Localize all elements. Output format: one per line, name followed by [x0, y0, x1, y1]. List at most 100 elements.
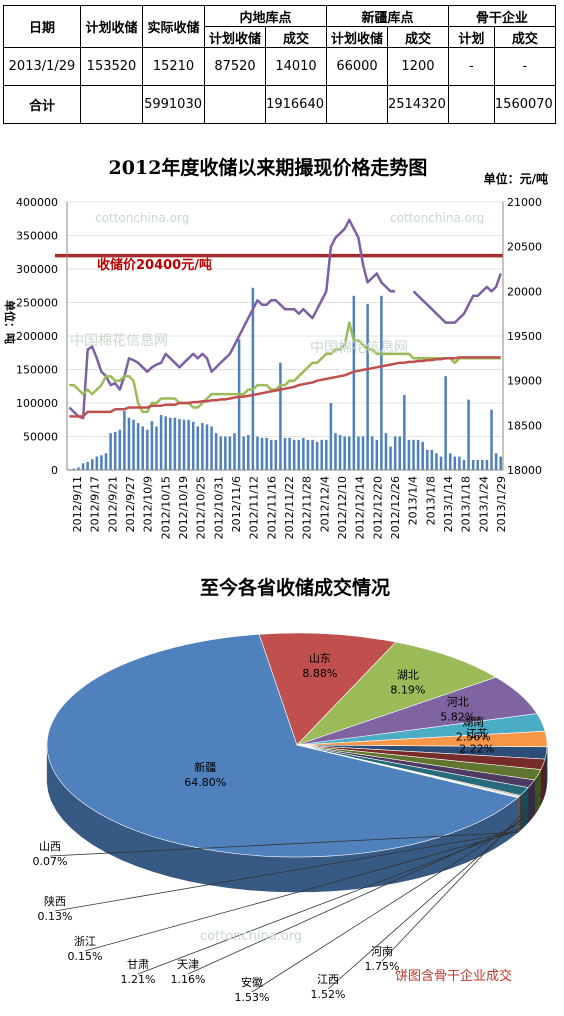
- volume-bar: [251, 287, 255, 470]
- x-tick-label: 2013/1/24: [477, 476, 490, 532]
- x-tick-label: 2012/10/9: [142, 476, 155, 532]
- volume-bar: [370, 436, 374, 470]
- pie-label: 安徽: [241, 975, 263, 989]
- pie-pct: 1.53%: [235, 991, 270, 1004]
- x-tick-label: 2012/9/11: [71, 476, 84, 532]
- table-cell: [326, 85, 388, 124]
- volume-bar: [444, 376, 447, 470]
- subheader-key-plan: 计划: [447, 26, 495, 48]
- pie-labels: 新疆 64.80% 山东 8.88% 湖北 8.19% 河北 5.82%湖南 2.56%江苏 2.…: [33, 652, 547, 1004]
- pie-pct: 1.21%: [121, 973, 156, 986]
- pie-label: 河南: [371, 945, 393, 958]
- pie-pct: 2.56%: [456, 731, 491, 744]
- volume-bar: [476, 459, 480, 470]
- header-plan: 计划收储: [80, 5, 143, 48]
- volume-bar: [288, 437, 291, 470]
- pie-note: 饼图含骨干企业成交: [395, 968, 512, 984]
- x-tick-label: 2012/10/15: [159, 476, 172, 539]
- volume-bar: [214, 433, 218, 470]
- y-tick-label: 0: [51, 464, 58, 477]
- volume-bar: [265, 437, 268, 470]
- leader-line: [327, 799, 544, 990]
- volume-bar: [228, 436, 232, 470]
- leader-line: [251, 809, 539, 993]
- volume-bar: [471, 459, 475, 470]
- volume-bar: [104, 453, 108, 470]
- subheader-xinjiang-plan: 计划收储: [326, 26, 388, 48]
- pie-pct: 5.82%: [440, 711, 475, 724]
- subheader-key-deal: 成交: [493, 26, 556, 48]
- volume-bar: [210, 426, 213, 470]
- pie-label: 山西: [39, 840, 61, 853]
- y2-tick-label: 20000: [507, 285, 542, 298]
- volume-bar: [306, 439, 310, 470]
- pie-slice: [296, 641, 497, 746]
- pie-label: 天津: [177, 958, 199, 971]
- subheader-inland-deal: 成交: [265, 26, 327, 48]
- table-cell: 153520: [80, 47, 143, 86]
- volume-bar: [260, 437, 264, 470]
- volume-bar: [490, 409, 493, 470]
- x-tick-label: 2012/9/17: [89, 476, 102, 532]
- y-tick-label: 50000: [23, 431, 58, 444]
- table-cell: 14010: [265, 47, 327, 86]
- pie-label: 江苏: [466, 728, 488, 741]
- y2-tick-label: 21000: [507, 196, 542, 209]
- x-tick-label: 2013/1/4: [407, 476, 420, 525]
- volume-bar: [242, 436, 245, 470]
- pie-pct: 1.75%: [365, 960, 400, 973]
- volume-bar: [347, 436, 351, 470]
- volume-bar: [72, 468, 76, 470]
- volume-bar: [274, 439, 278, 470]
- volume-bar: [416, 439, 420, 470]
- volume-bar: [187, 419, 190, 470]
- volume-bar: [269, 439, 273, 470]
- y-tick-label: 350000: [16, 230, 58, 243]
- volume-bar: [86, 461, 89, 470]
- volume-bar: [90, 459, 94, 470]
- volume-bar: [77, 467, 80, 470]
- watermark-text: cottonchina.org: [390, 211, 484, 225]
- y2-tick-label: 18500: [507, 419, 542, 432]
- pie-pct: 8.88%: [302, 667, 337, 680]
- pie-pct: 0.15%: [68, 950, 103, 963]
- x-tick-label: 2012/11/12: [248, 476, 261, 539]
- volume-bar: [297, 439, 301, 470]
- table-cell: 1560070: [493, 85, 556, 124]
- x-tick-label: 2012/12/20: [371, 476, 384, 539]
- pie-slice: [46, 633, 519, 858]
- x-tick-label: 2012/9/27: [124, 476, 137, 532]
- x-tick-label: 2012/10/25: [195, 476, 208, 539]
- pie-label: 新疆: [194, 760, 216, 774]
- volume-bar: [100, 455, 103, 470]
- volume-bar: [435, 453, 438, 470]
- x-tick-label: 2012/11/28: [301, 476, 314, 539]
- pie-label: 陕西: [44, 894, 66, 908]
- pie-label: 湖北: [397, 668, 419, 681]
- volume-bar: [412, 439, 415, 470]
- leader-line: [381, 787, 547, 962]
- volume-bar: [494, 453, 498, 470]
- volume-bar: [205, 424, 209, 470]
- table-cell: 1916640: [265, 85, 327, 124]
- y-tick-label: 150000: [16, 364, 58, 377]
- leader-line: [137, 826, 525, 975]
- volume-bars: [68, 287, 502, 470]
- watermark-text: cottonchina.org: [95, 211, 189, 225]
- y-tick-label: 100000: [16, 397, 58, 410]
- volume-bar: [173, 417, 177, 470]
- x-tick-label: 2012/11/16: [265, 476, 278, 539]
- volume-bar: [329, 403, 333, 470]
- volume-bar: [150, 421, 154, 470]
- volume-bar: [146, 429, 149, 470]
- volume-bar: [302, 437, 305, 470]
- pie-pct: 64.80%: [184, 776, 226, 789]
- volume-bar: [292, 439, 296, 470]
- header-key-enterprises: 骨干企业: [447, 5, 556, 27]
- volume-bar: [178, 419, 181, 470]
- table-cell: -: [447, 47, 495, 86]
- volume-bar: [334, 433, 337, 470]
- leader-line: [187, 818, 532, 975]
- x-tick-label: 2013/1/14: [442, 476, 455, 532]
- volume-bar: [113, 431, 117, 470]
